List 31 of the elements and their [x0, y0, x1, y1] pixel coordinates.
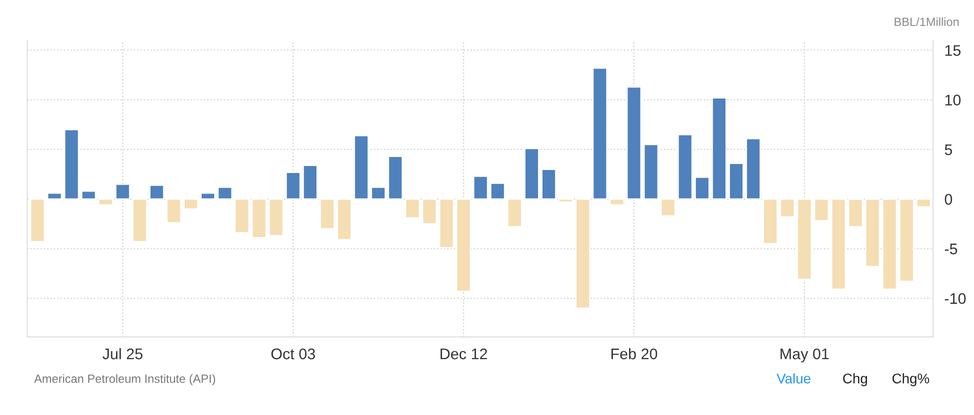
y-tick-label: 5 — [944, 144, 952, 156]
bar — [643, 144, 659, 200]
y-tick-label: 0 — [944, 194, 952, 205]
bar — [626, 86, 642, 200]
y-axis-title: BBL/1Million — [894, 17, 959, 26]
bar — [404, 198, 420, 219]
text: Chg — [843, 373, 868, 386]
bar — [609, 198, 625, 206]
bar — [217, 186, 233, 200]
bar — [234, 198, 250, 234]
y-tick-label: 15 — [945, 45, 961, 56]
bar — [30, 198, 46, 242]
x-tick-label: Oct 03 — [271, 348, 315, 360]
bar — [438, 198, 454, 248]
bar — [848, 198, 864, 228]
x-tick-label: Feb 20 — [611, 348, 658, 360]
bar — [251, 198, 267, 238]
bar — [830, 198, 846, 290]
x-tick-label: May 01 — [780, 348, 829, 362]
bar — [422, 198, 438, 225]
y-tick-label: 10 — [945, 94, 961, 106]
bar — [46, 192, 62, 200]
x-tick-label: Jul 25 — [102, 348, 142, 360]
bar — [814, 198, 830, 222]
y-tick-label: -10 — [944, 293, 966, 304]
x-tick-label: Dec 12 — [440, 348, 488, 360]
y-tick-label: -5 — [944, 244, 958, 254]
bar — [456, 198, 472, 292]
text: Value — [776, 373, 810, 384]
text: Chg% — [892, 373, 930, 386]
text: American Petroleum Institute (API) — [34, 374, 216, 386]
